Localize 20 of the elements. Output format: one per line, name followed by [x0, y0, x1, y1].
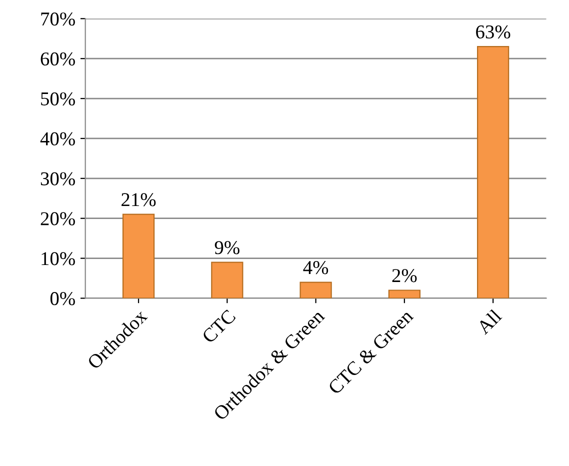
y-tick-label: 10%	[42, 252, 75, 266]
y-tick-label: 60%	[40, 52, 75, 66]
y-tick-label: 20%	[40, 212, 75, 226]
data-label: 63%	[476, 25, 510, 39]
data-label: 21%	[122, 193, 156, 206]
data-label: 4%	[303, 261, 328, 274]
y-tick-label: 40%	[40, 132, 75, 146]
bar	[388, 290, 420, 298]
y-tick-label: 30%	[40, 172, 75, 186]
bar	[211, 262, 244, 298]
data-label: 9%	[214, 241, 240, 254]
y-tick-label: 0%	[50, 292, 75, 306]
x-tick-label: All	[476, 308, 502, 335]
data-label: 2%	[392, 269, 417, 282]
bar	[476, 46, 510, 298]
x-tick-label: CTC	[201, 309, 236, 344]
bar	[122, 214, 155, 298]
y-tick-label: 70%	[41, 12, 75, 26]
y-tick-label: 50%	[41, 92, 75, 106]
bar	[300, 282, 332, 298]
